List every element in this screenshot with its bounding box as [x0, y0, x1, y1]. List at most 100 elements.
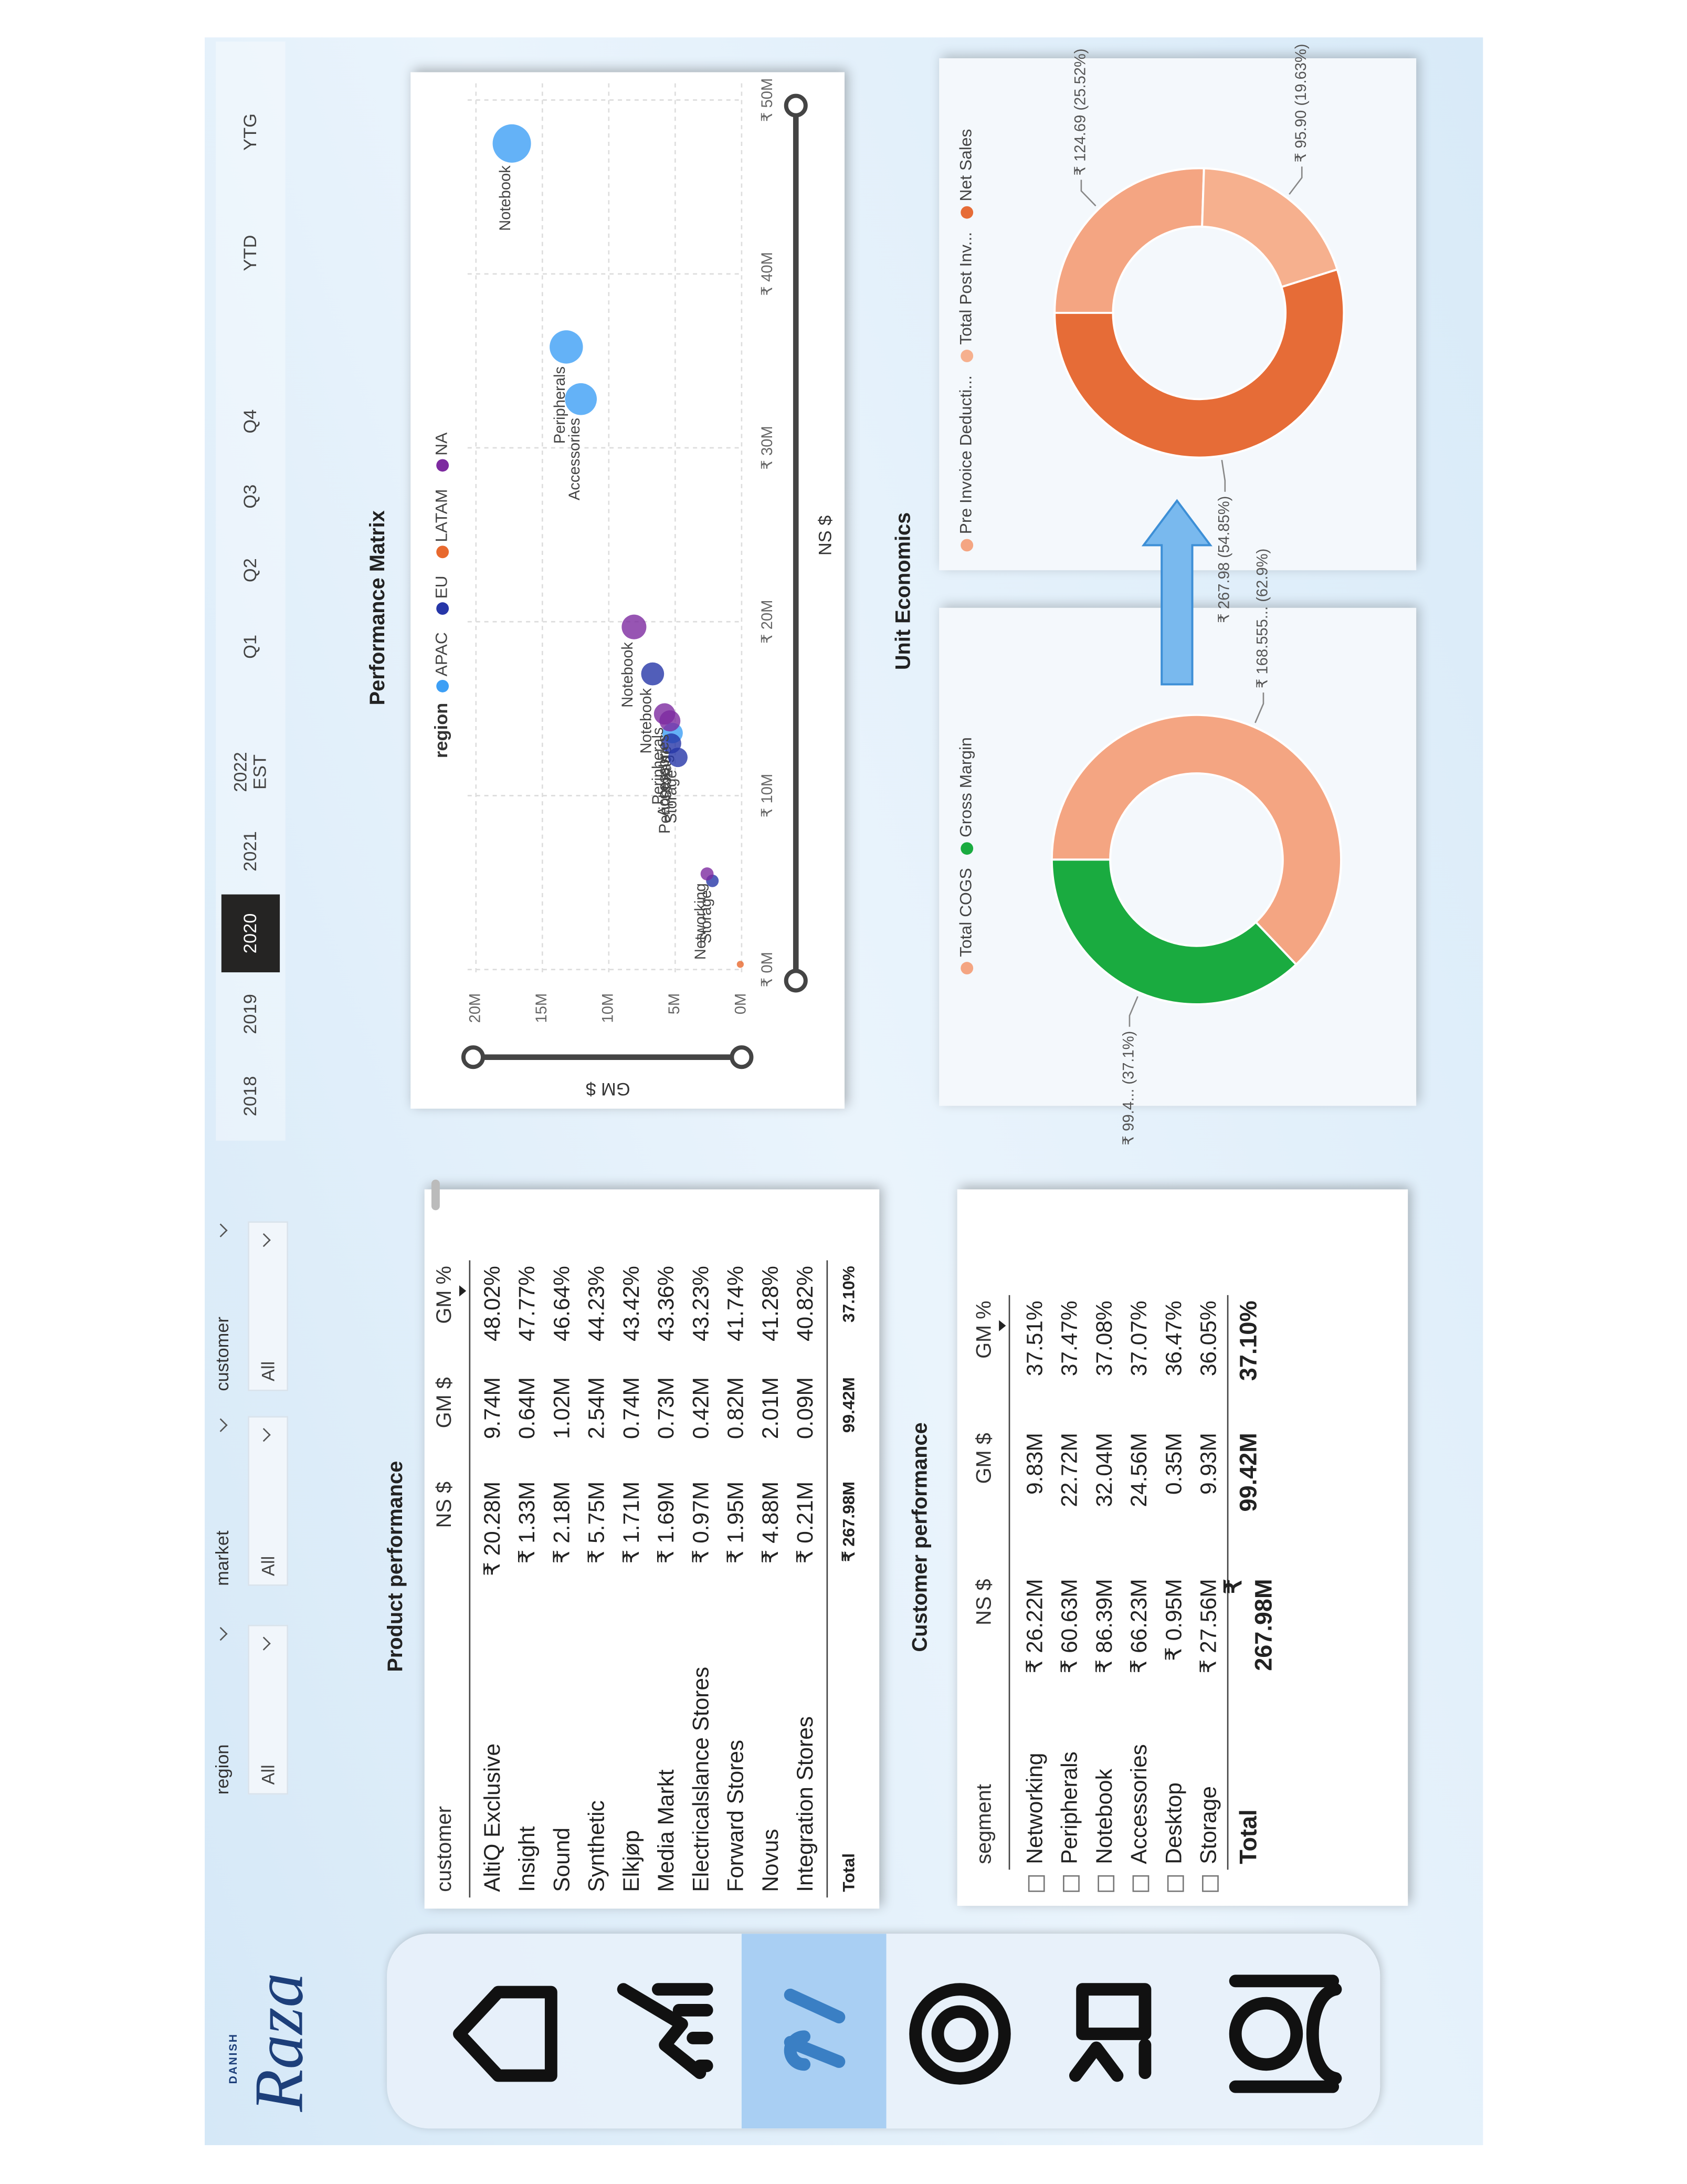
x-tick-label: ₹ 30M: [759, 426, 776, 469]
x-tick-label: ₹ 50M: [759, 78, 776, 122]
legend-label: EU: [432, 575, 451, 598]
x-tick-label: ₹ 10M: [759, 774, 776, 817]
chevron: [257, 1233, 271, 1247]
legend-marker: [436, 459, 449, 472]
y-tick-label: 10M: [600, 993, 617, 1023]
data-point: [565, 383, 597, 415]
point-label: Accessories: [566, 418, 583, 500]
x-tick-label: ₹ 20M: [759, 600, 776, 644]
legend-label: Total COGS: [956, 868, 975, 957]
period-button[interactable]: Q2: [239, 558, 260, 583]
period-button[interactable]: 2018: [239, 1076, 260, 1117]
donut-slice: [1050, 713, 1343, 966]
y-tick-label: 20M: [467, 993, 483, 1023]
chart-layer: Product performance Customer performance…: [366, 44, 1345, 1672]
legend-marker: [961, 962, 974, 975]
chevron: [257, 1636, 271, 1651]
legend-marker: [961, 206, 974, 219]
period-button[interactable]: 2019: [239, 994, 260, 1034]
data-label: ₹ 95.90 (19.63%): [1293, 44, 1310, 162]
filter-dropdown[interactable]: All: [248, 1624, 288, 1795]
table-title: Customer performance: [908, 1422, 931, 1652]
link-icon[interactable]: [784, 1988, 846, 2071]
period-button[interactable]: 2020: [221, 894, 280, 973]
target-inner: [931, 2005, 989, 2063]
slider-handle[interactable]: [784, 93, 808, 118]
section-title: Unit Economics: [891, 512, 914, 670]
donut-slice: [1050, 858, 1298, 1005]
filter-label: region: [212, 1744, 233, 1795]
legend-marker: [436, 679, 449, 692]
data-point: [641, 662, 665, 686]
point-label: Notebook: [619, 642, 636, 708]
point-label: Peripherals: [657, 757, 673, 834]
point-label: Peripherals: [650, 727, 667, 804]
period-button[interactable]: 2021: [239, 831, 260, 872]
point-label: Notebook: [638, 688, 655, 753]
point-label: Storage: [663, 770, 680, 823]
period-button[interactable]: 2022 EST: [229, 752, 270, 792]
slider-handle[interactable]: [730, 1045, 754, 1069]
point-label: Networking: [692, 883, 709, 960]
legend-marker: [436, 602, 449, 615]
data-label: ₹ 168.555... (62.9%): [1254, 549, 1271, 688]
person-icon[interactable]: [1229, 1997, 1303, 2071]
filter-dropdown[interactable]: All: [248, 1416, 288, 1586]
data-label: ₹ 124.69 (25.52%): [1072, 48, 1089, 175]
data-point: [700, 867, 714, 880]
point-label: Accessories: [655, 734, 672, 816]
legend-marker: [436, 545, 449, 559]
chart-title: Performance Matrix: [366, 510, 389, 705]
filter-value: All: [257, 1765, 279, 1785]
x-tick-label: ₹ 40M: [759, 252, 776, 296]
leader-line: [1129, 996, 1138, 1027]
filter-value: All: [257, 1361, 279, 1382]
legend-label: Pre Invoice Deducti...: [956, 375, 975, 534]
data-point: [550, 330, 583, 364]
period-button[interactable]: Q1: [239, 634, 260, 659]
slider-handle[interactable]: [784, 969, 808, 993]
home-icon[interactable]: [453, 1986, 557, 2082]
x-tick-label: ₹ 0M: [759, 952, 776, 987]
target-icon[interactable]: [909, 1983, 1011, 2085]
point-label: Notebook: [497, 165, 514, 231]
filter-value: All: [257, 1556, 279, 1577]
report-icon[interactable]: [617, 1983, 713, 2080]
data-point: [736, 961, 744, 968]
legend-marker: [961, 842, 974, 855]
slider-handle[interactable]: [461, 1045, 485, 1069]
nav-bar: [387, 1934, 1380, 2129]
period-button[interactable]: YTG: [239, 113, 260, 151]
table-title: Product performance: [384, 1461, 407, 1672]
y-axis-title: GM $: [586, 1079, 630, 1099]
y-tick-label: 15M: [533, 993, 550, 1023]
dashboard: DANISH Raza customer NS $ GM $ GM % AltiQ Ex…: [205, 37, 1483, 2146]
leader-line: [1080, 180, 1096, 207]
legend-label: Net Sales: [956, 129, 975, 202]
leader-line: [1254, 692, 1264, 723]
donut-slice: [1201, 167, 1339, 289]
legend-label: LATAM: [432, 489, 451, 542]
data-point: [621, 614, 647, 639]
filter-dropdown[interactable]: All: [248, 1221, 288, 1391]
chevron: [257, 1428, 271, 1442]
nav-highlight: [741, 1934, 887, 2129]
legend-marker: [961, 350, 974, 362]
y-tick-label: 5M: [666, 993, 683, 1014]
leader-line: [1221, 460, 1226, 492]
period-button[interactable]: Q3: [239, 484, 260, 509]
period-button[interactable]: YTD: [239, 235, 260, 271]
tools-icon[interactable]: [1069, 1983, 1152, 2082]
legend-label: Gross Margin: [956, 737, 975, 837]
legend-label: NA: [432, 432, 451, 456]
person-body: [1229, 1975, 1342, 2093]
data-label: ₹ 99.4... (37.1%): [1121, 1031, 1137, 1146]
legend-title: region: [431, 703, 451, 758]
legend-marker: [961, 539, 974, 552]
period-button[interactable]: Q4: [239, 409, 260, 434]
flow-arrow: [1141, 499, 1212, 686]
x-axis-title: NS $: [816, 516, 836, 556]
legend-label: APAC: [432, 632, 451, 676]
data-point: [659, 710, 681, 732]
filter-label: customer: [212, 1317, 233, 1391]
